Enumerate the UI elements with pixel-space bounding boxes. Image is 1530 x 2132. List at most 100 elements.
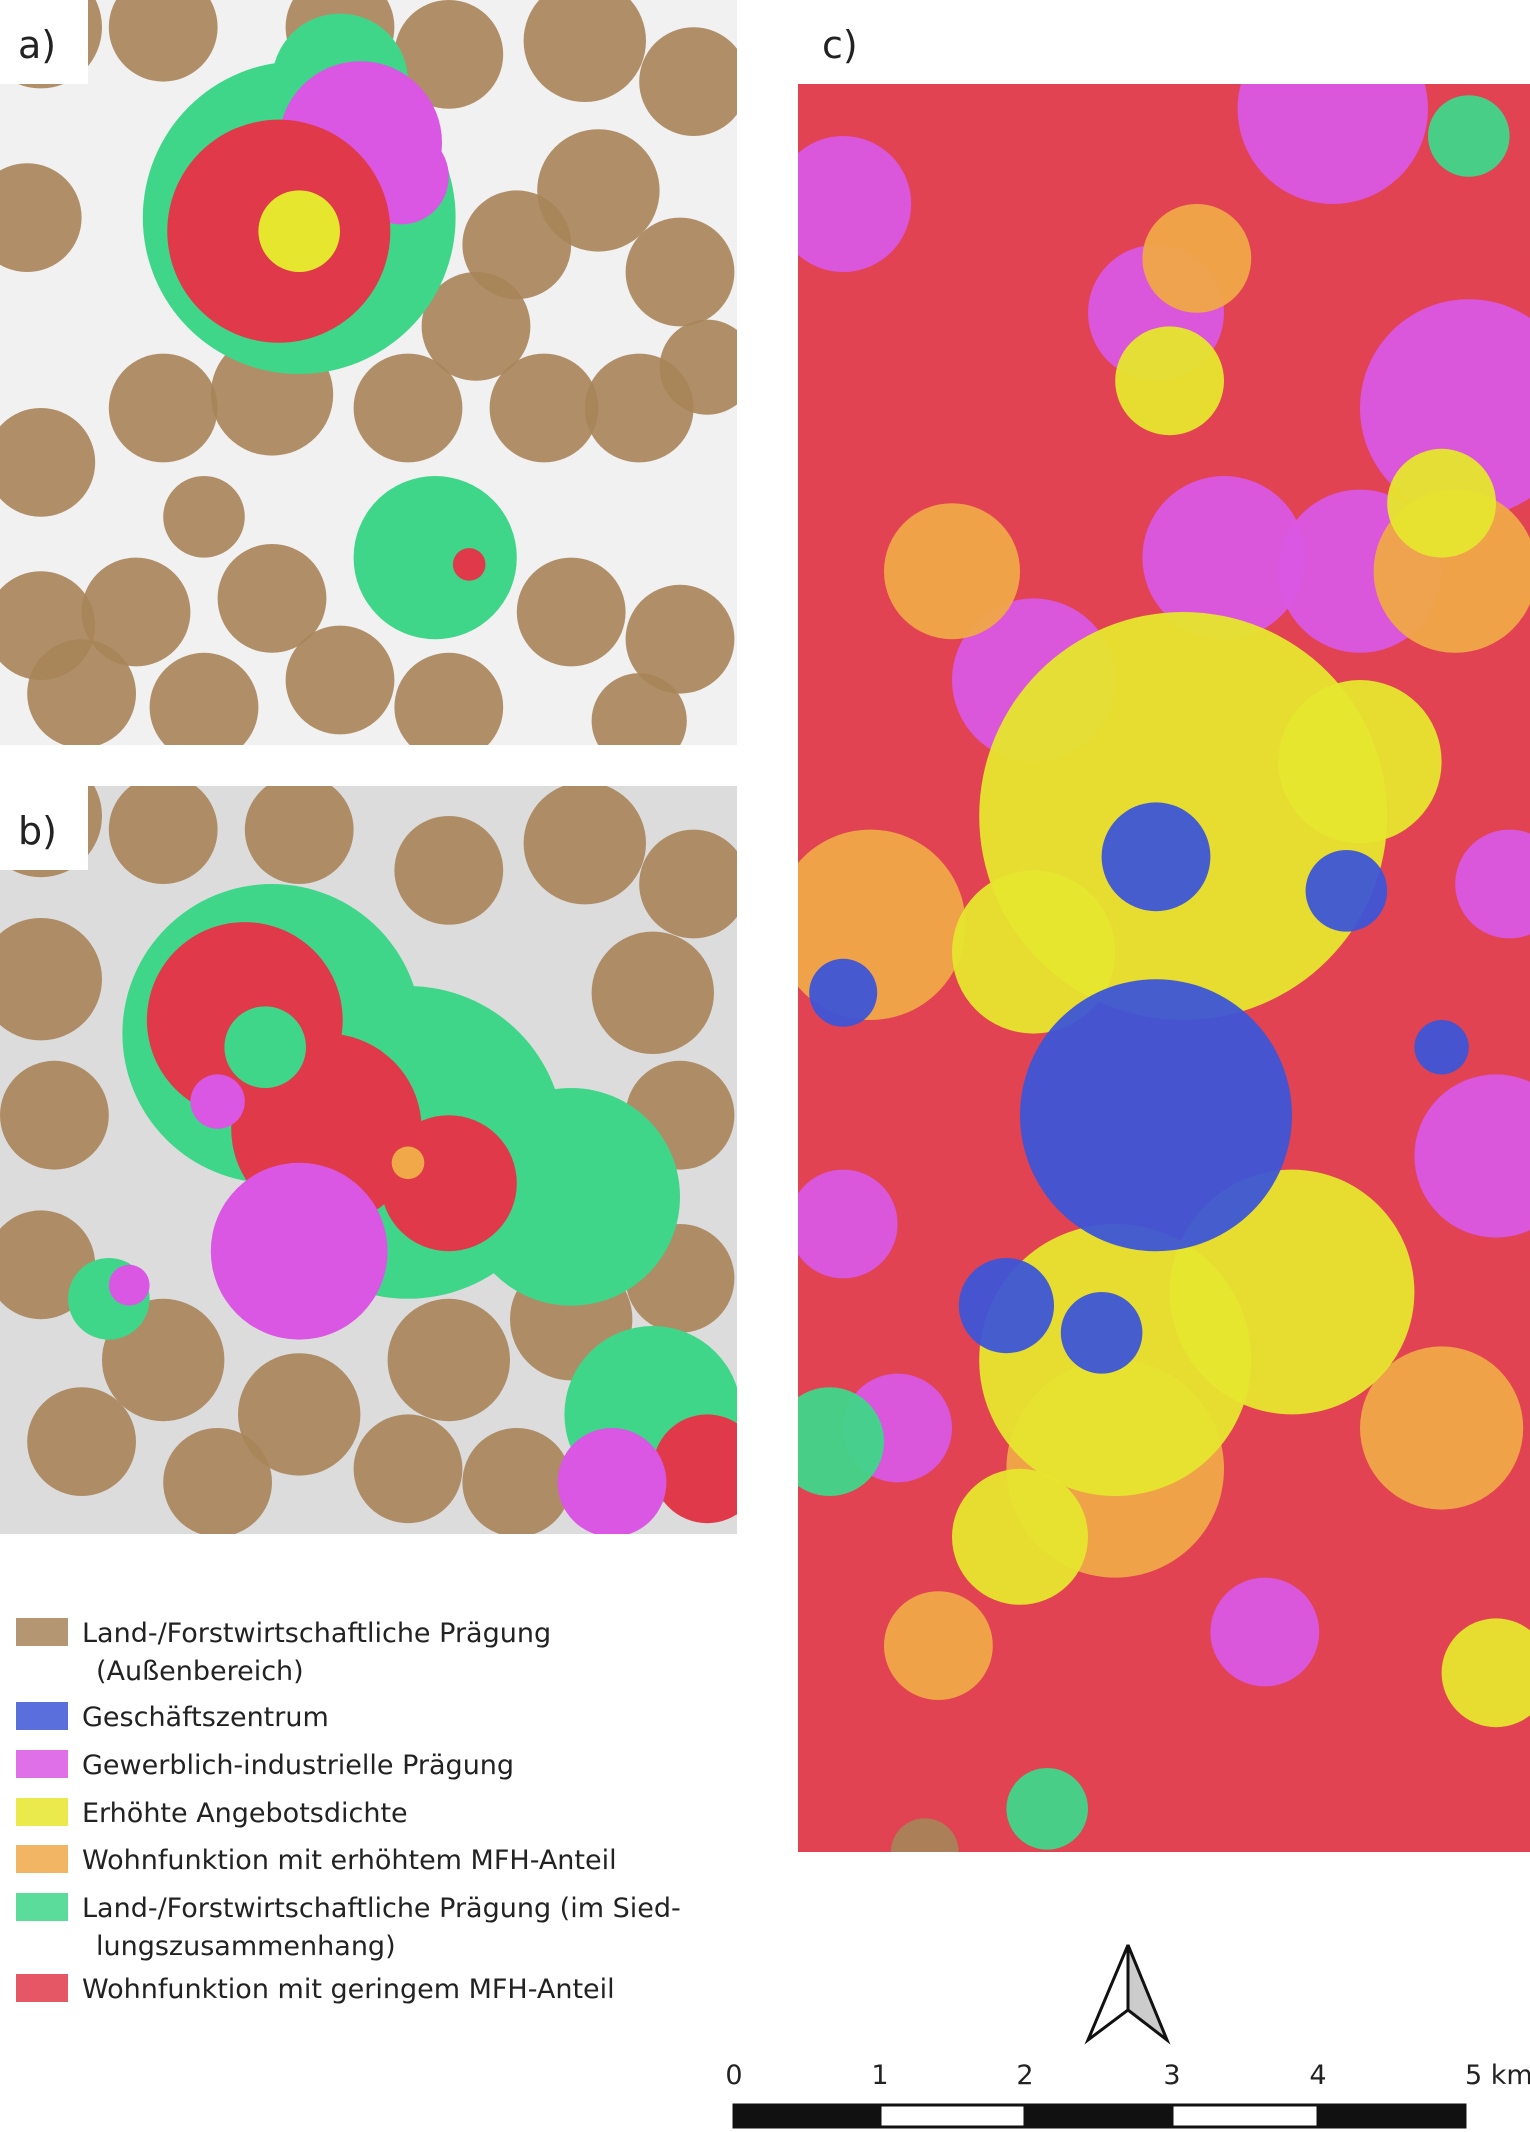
zone <box>190 1074 245 1129</box>
zone <box>537 129 660 252</box>
legend-swatch <box>16 1750 68 1778</box>
scale-segment <box>878 2103 1027 2129</box>
zone <box>884 503 1020 640</box>
zone <box>27 639 136 745</box>
zone <box>884 1591 993 1700</box>
zone <box>0 1060 109 1170</box>
zone <box>1305 850 1388 932</box>
zone <box>591 673 687 745</box>
zone <box>591 931 714 1054</box>
legend-label: Wohnfunktion mit geringem MFH-Anteil <box>82 1974 615 2005</box>
zone <box>0 918 102 1041</box>
scale-label: 4 <box>1309 2060 1326 2091</box>
scale-label: 3 <box>1163 2060 1180 2091</box>
zone <box>1278 680 1442 844</box>
zone <box>1360 299 1530 517</box>
zone <box>108 786 218 884</box>
zone <box>224 1006 306 1088</box>
zone <box>163 1428 272 1534</box>
zone <box>798 1169 898 1279</box>
zone <box>380 1115 517 1252</box>
zone <box>0 408 96 517</box>
legend-swatch <box>16 1893 68 1921</box>
scale-segment <box>1170 2103 1320 2129</box>
zone <box>462 190 572 300</box>
zone <box>625 217 735 327</box>
label-box <box>808 0 888 84</box>
legend-swatch <box>16 1702 68 1730</box>
zone <box>1455 829 1530 939</box>
zone <box>1441 1618 1530 1728</box>
zone <box>353 353 463 463</box>
zone <box>890 1818 959 1852</box>
zone <box>952 870 1116 1034</box>
zone <box>516 557 626 667</box>
legend-label: Land-/Forstwirtschaftliche Prägung (im S… <box>82 1893 681 1924</box>
zone <box>659 319 737 415</box>
label-box <box>0 0 88 84</box>
zone <box>258 190 341 272</box>
legend-label: lungszusammenhang) <box>96 1931 396 1962</box>
legend-label: Erhöhte Angebotsdichte <box>82 1798 408 1829</box>
legend-label: Gewerblich-industrielle Prägung <box>82 1750 514 1781</box>
zone <box>798 1387 884 1496</box>
zone <box>958 1258 1054 1354</box>
zone <box>1142 475 1306 640</box>
zone <box>210 1162 388 1340</box>
legend-swatch <box>16 1845 68 1873</box>
zone <box>0 163 82 272</box>
scale-segment <box>1316 2103 1467 2129</box>
zone <box>81 557 191 667</box>
zone <box>639 27 737 136</box>
zone <box>394 816 504 925</box>
legend: Land-/Forstwirtschaftliche Prägung (Außen… <box>16 1618 681 2005</box>
zone <box>108 0 218 82</box>
panel-label: a) <box>18 23 56 67</box>
legend-label: (Außenbereich) <box>96 1656 304 1687</box>
zone <box>1169 1169 1415 1415</box>
north-arrow <box>1084 1944 1171 2045</box>
zone <box>1387 448 1496 558</box>
zone <box>1142 204 1252 313</box>
legend-label: Geschäftszentrum <box>82 1702 329 1733</box>
zone <box>462 1428 572 1534</box>
panel-label: b) <box>18 809 57 853</box>
zone <box>391 1146 425 1180</box>
zone <box>108 1264 150 1306</box>
zone <box>809 958 878 1027</box>
zone <box>1006 1768 1088 1850</box>
zone <box>108 353 218 463</box>
zone <box>625 584 735 694</box>
zone <box>353 475 517 640</box>
zone <box>394 652 504 745</box>
zone <box>652 1414 737 1524</box>
zone <box>1237 84 1428 204</box>
zone <box>1428 95 1510 177</box>
scale-segment <box>732 2103 882 2129</box>
zone <box>1414 1019 1469 1075</box>
zone <box>452 548 486 581</box>
zone <box>1101 802 1211 912</box>
zone <box>489 353 599 463</box>
zone <box>149 652 259 745</box>
zone <box>27 1387 136 1496</box>
legend-swatch <box>16 1618 68 1646</box>
scale-bar: 0 1 2 3 4 5 km <box>725 2060 1530 2129</box>
zone <box>244 786 354 884</box>
zone <box>523 0 646 102</box>
zone <box>1210 1577 1320 1687</box>
scale-label: 5 km <box>1465 2060 1530 2091</box>
zone <box>639 829 737 939</box>
zone <box>387 1298 510 1422</box>
zone <box>1414 1074 1530 1238</box>
zone <box>163 476 245 558</box>
zone <box>1360 1346 1524 1510</box>
zone <box>557 1428 667 1534</box>
scale-segment <box>1023 2103 1174 2129</box>
zone <box>217 544 327 653</box>
zone <box>238 1353 361 1476</box>
label-box <box>0 786 88 870</box>
zone <box>952 1468 1088 1605</box>
scale-label: 0 <box>725 2060 742 2091</box>
